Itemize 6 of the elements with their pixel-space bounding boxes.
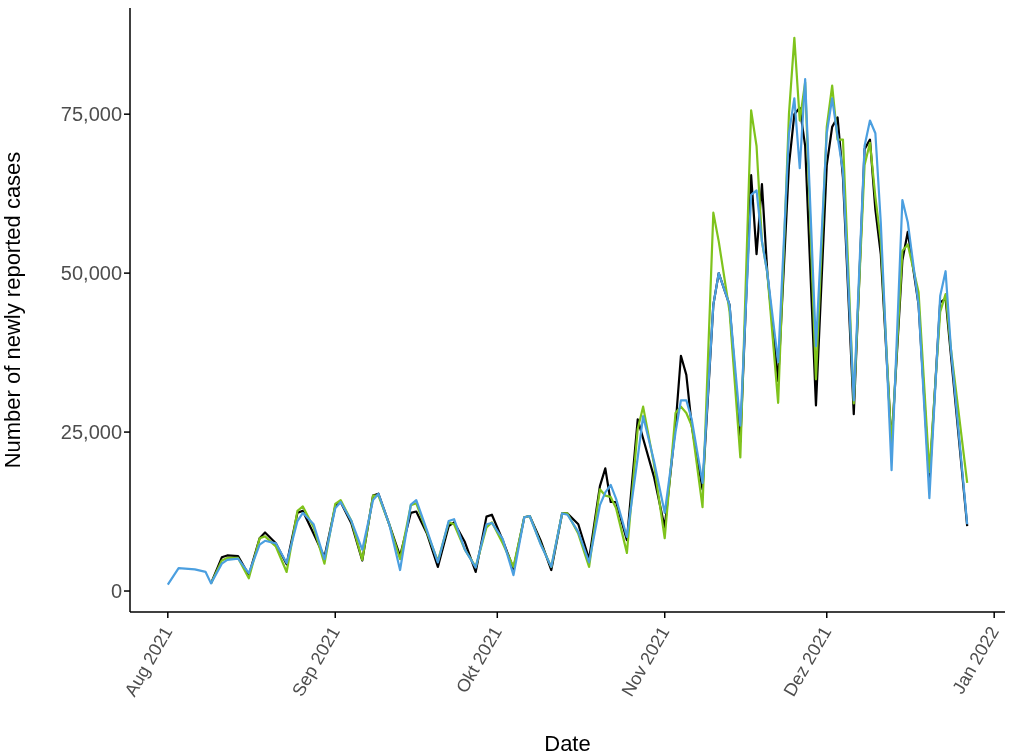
x-axis-title: Date [544,731,591,751]
y-axis-title: Number of newly reported cases [0,151,25,469]
y-tick-label: 25,000 [60,421,122,444]
y-tick-label: 50,000 [60,262,122,285]
y-tick-label: 0 [110,580,122,603]
y-tick-label: 75,000 [60,103,122,126]
